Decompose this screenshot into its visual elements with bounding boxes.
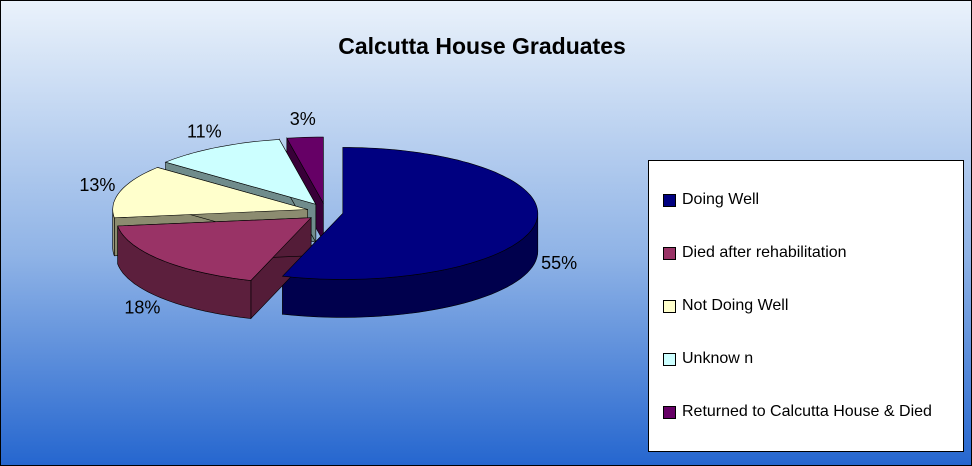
data-label: 18%	[124, 297, 160, 317]
slice	[286, 136, 324, 205]
legend: Doing Well Died after rehabilitation Not D…	[648, 160, 964, 452]
data-label: 3%	[290, 109, 316, 129]
legend-swatch	[663, 194, 676, 207]
legend-item: Returned to Calcutta House & Died	[663, 401, 963, 423]
data-label: 11%	[187, 122, 222, 142]
legend-label: Returned to Calcutta House & Died	[682, 403, 932, 420]
data-label: 13%	[79, 175, 115, 195]
legend-swatch	[663, 247, 676, 260]
legend-label: Unknow n	[682, 350, 754, 367]
legend-item: Unknow n	[663, 348, 963, 370]
pie: 55% 18% 13% 11% 3%	[79, 109, 577, 320]
chart-title: Calcutta House Graduates	[338, 33, 626, 59]
slice	[164, 139, 317, 205]
data-label: 55%	[541, 253, 577, 273]
legend-swatch	[663, 353, 676, 366]
legend-swatch	[663, 406, 676, 419]
legend-label: Doing Well	[682, 191, 760, 208]
legend-item: Not Doing Well	[663, 295, 963, 317]
legend-item: Doing Well	[663, 189, 963, 211]
legend-swatch	[663, 300, 676, 313]
legend-item: Died after rehabilitation	[663, 242, 963, 264]
slice	[117, 217, 312, 281]
legend-label: Died after rehabilitation	[682, 244, 847, 261]
slice	[112, 167, 308, 219]
slice	[281, 147, 539, 280]
legend-label: Not Doing Well	[682, 297, 789, 314]
